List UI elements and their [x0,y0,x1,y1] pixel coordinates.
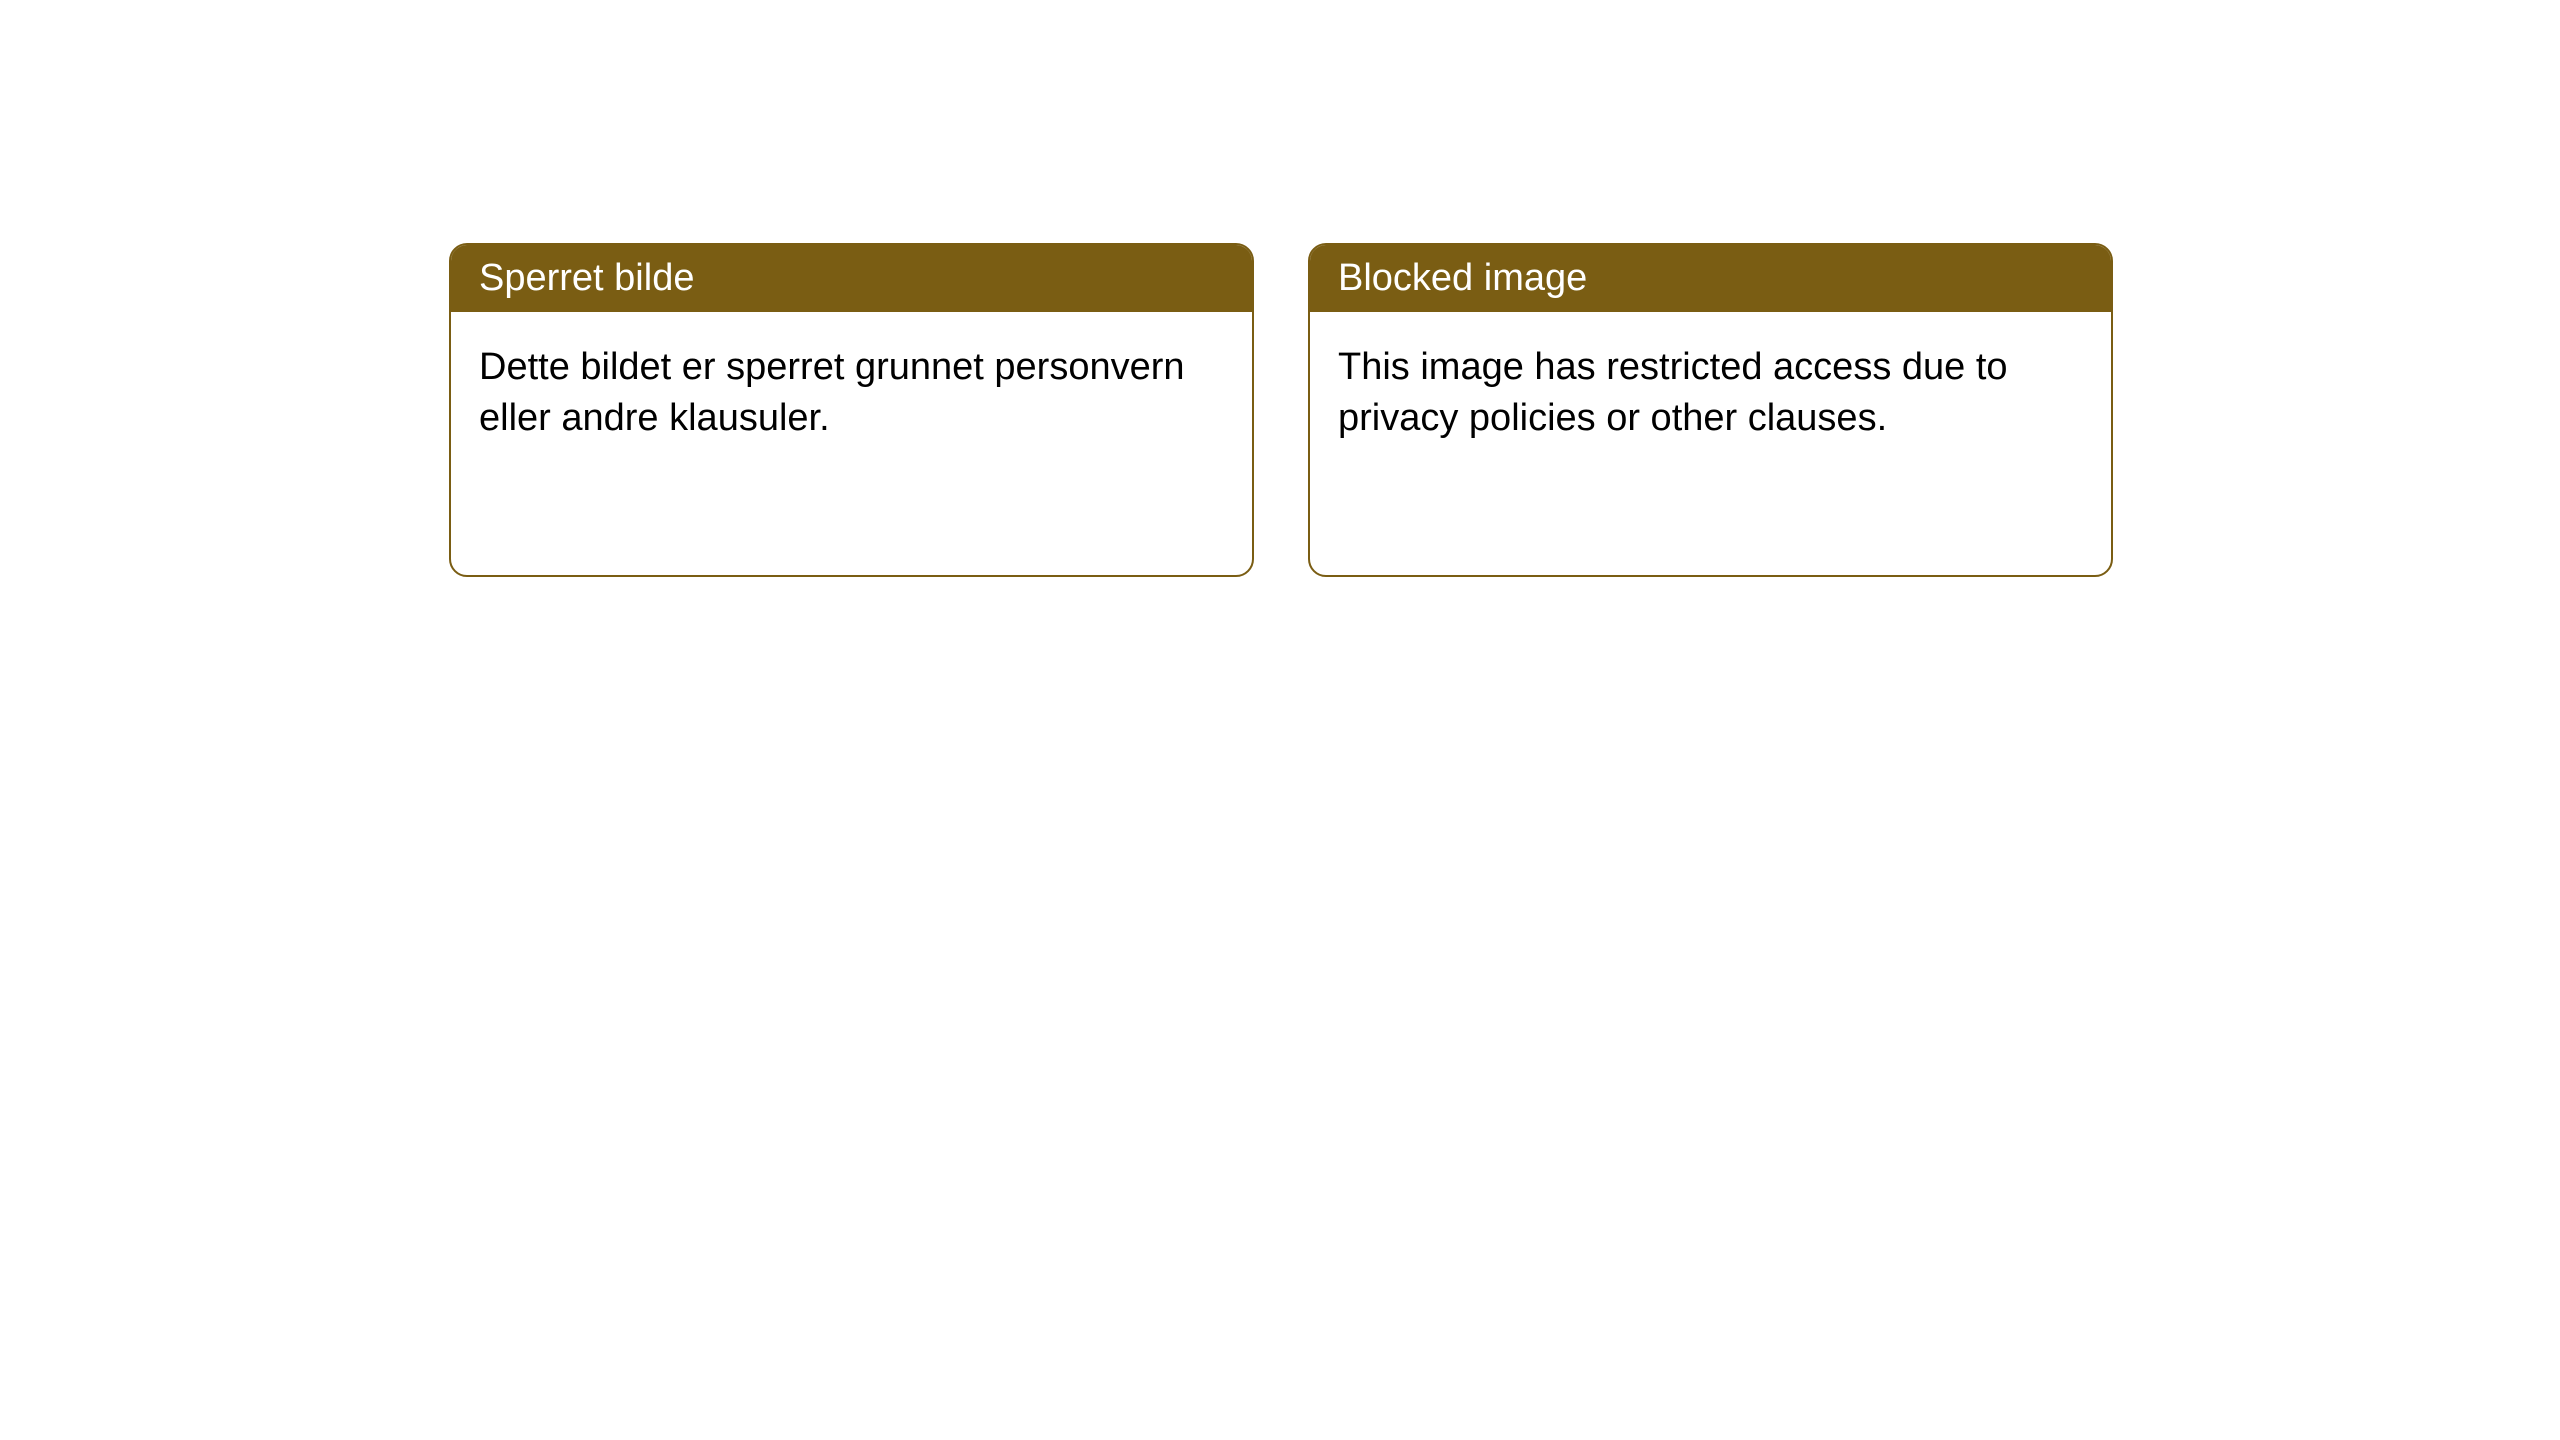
card-body: This image has restricted access due to … [1310,312,2111,475]
card-body-text: This image has restricted access due to … [1338,346,2008,439]
card-body-text: Dette bildet er sperret grunnet personve… [479,346,1185,439]
card-header: Blocked image [1310,245,2111,312]
card-body: Dette bildet er sperret grunnet personve… [451,312,1252,475]
notice-cards-container: Sperret bilde Dette bildet er sperret gr… [449,243,2113,577]
notice-card-norwegian: Sperret bilde Dette bildet er sperret gr… [449,243,1254,577]
card-title: Blocked image [1338,257,1587,299]
notice-card-english: Blocked image This image has restricted … [1308,243,2113,577]
card-header: Sperret bilde [451,245,1252,312]
card-title: Sperret bilde [479,257,694,299]
